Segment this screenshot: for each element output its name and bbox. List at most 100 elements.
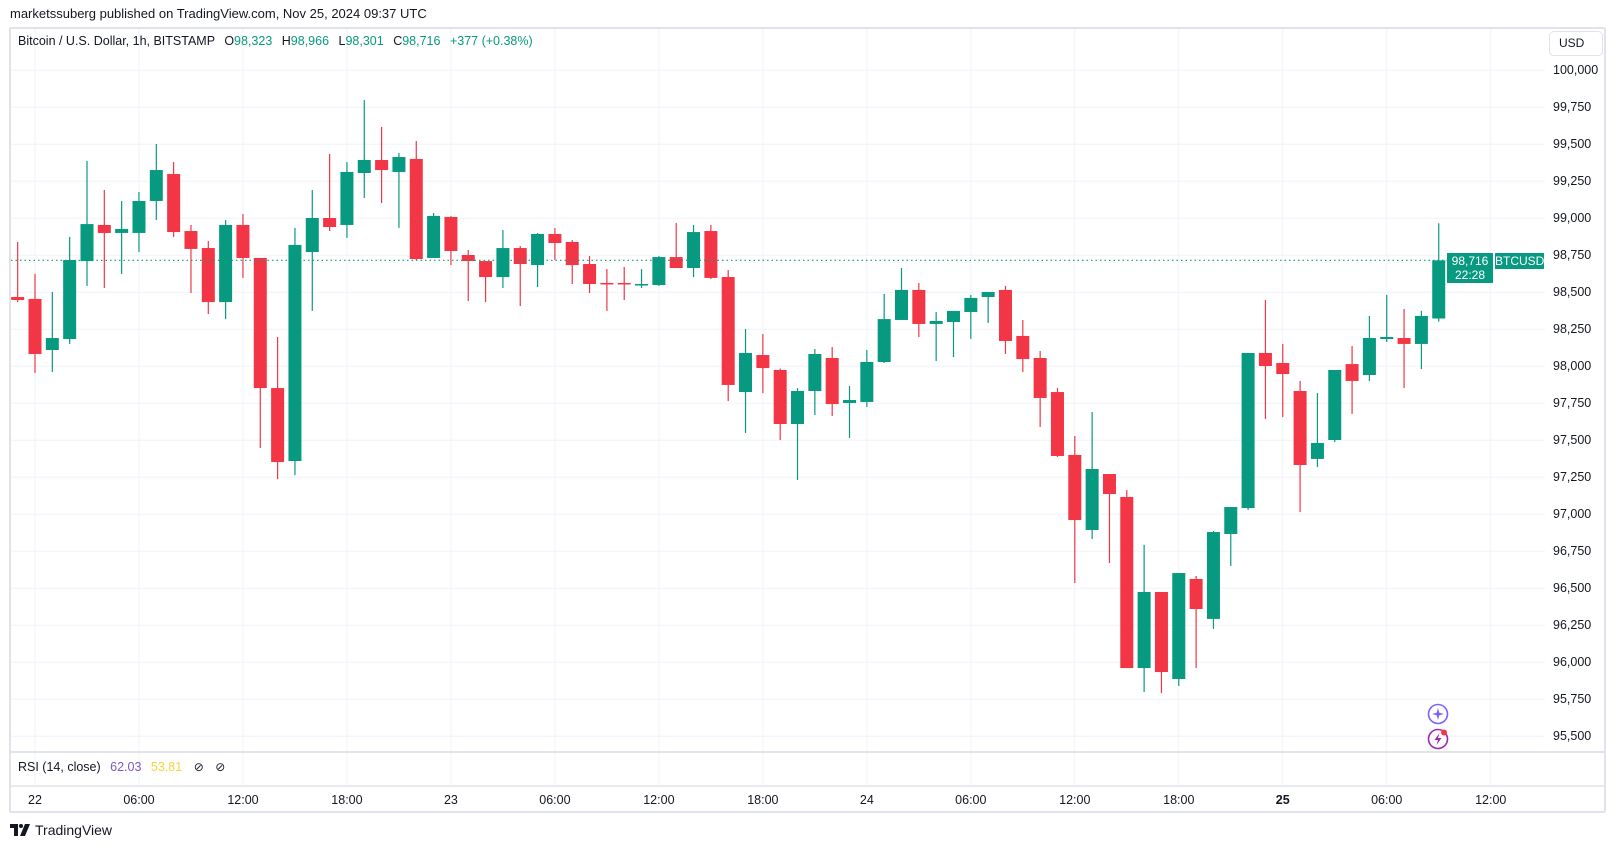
candle [1172,573,1186,686]
candle-body [583,264,597,285]
candle-body [80,224,94,262]
price-tick-label: 96,250 [1553,618,1592,633]
lightning-alert-icon[interactable] [1427,728,1449,750]
candle [1432,223,1446,322]
candle [1276,343,1290,418]
pane-separators [11,751,1605,787]
candle-body [739,352,753,393]
candle [929,311,943,361]
time-tick-label: 12:00 [227,793,259,807]
candle [843,385,857,438]
candle [1380,294,1394,343]
candle [669,223,683,269]
candle-body [825,358,839,405]
candle [583,256,597,294]
price-tick-label: 98,250 [1553,322,1592,337]
candle-body [877,319,891,362]
candle [513,245,527,307]
symbol-price-tag: BTCUSD [1495,253,1545,269]
candle [1414,310,1428,369]
candle [825,347,839,417]
candle-body [1189,578,1203,610]
candle [271,336,285,480]
candle [1016,319,1030,373]
candle-body [652,257,666,286]
candle-body [721,277,735,385]
candle-body [1120,496,1134,669]
candle-body [392,157,406,172]
candles [11,100,1446,694]
candle-body [600,282,614,285]
candle [392,153,406,228]
candle [288,227,302,476]
candle-body [288,244,302,462]
candle [1120,490,1134,669]
time-tick-label: 06:00 [955,793,987,807]
candle-body [1345,364,1359,381]
candle-body [340,171,354,225]
candle [496,229,510,289]
candle-body [11,297,25,300]
price-tick-label: 96,000 [1553,655,1592,670]
candle [115,200,129,274]
symbol-title: Bitcoin / U.S. Dollar, 1h, BITSTAMP [18,34,215,48]
candle-body [427,215,441,258]
candle-body [1293,391,1307,466]
candle-body [946,310,960,323]
candle [45,291,59,373]
candle-body [1414,315,1428,344]
candle-body [115,228,129,233]
close-value: 98,716 [402,34,441,48]
candle [1328,369,1342,443]
candle-body [1206,532,1220,619]
candle-body [305,218,319,253]
candle [687,224,701,278]
candle [756,334,770,394]
time-tick-label: 24 [859,793,874,807]
price-tick-label: 100,000 [1553,63,1599,78]
candle-body [375,159,389,171]
candle [1293,380,1307,513]
sparkle-icon[interactable] [1427,703,1449,725]
price-tick-label: 97,250 [1553,470,1592,485]
candle-body [964,297,978,312]
candle [721,269,735,402]
candle [1397,309,1411,389]
candle [253,257,267,448]
tradingview-logo[interactable]: TradingView [10,822,112,838]
candle [895,268,908,320]
candle [149,144,163,221]
price-tick-label: 97,750 [1553,396,1592,411]
candle [1258,299,1272,419]
candle [11,241,25,303]
time-tick-label: 22 [28,793,42,807]
candle-body [201,248,215,303]
candle-body [860,361,874,402]
candle [28,273,42,373]
candle [1206,531,1220,629]
candle-body [1362,338,1376,376]
rsi-legend[interactable]: RSI (14, close) 62.03 53.81 ⊘ ⊘ [18,760,225,774]
high-label: H [281,34,291,48]
close-label: C [393,34,403,48]
candle-body [669,257,683,269]
candle [565,240,579,285]
candle [981,291,995,323]
candle-body [1154,591,1168,673]
candle [1137,544,1151,693]
candle-body [791,391,805,425]
time-tick-label: 25 [1275,793,1290,807]
candle-body [981,291,995,298]
candle [548,228,562,261]
candle-body [132,200,146,233]
candle [1068,435,1082,583]
time-tick-label: 12:00 [1059,793,1091,807]
candle [739,328,753,434]
candle [946,310,960,357]
candle-body [1380,336,1394,340]
price-tick-label: 95,500 [1553,729,1592,744]
candle-body [1432,260,1446,319]
candle [652,256,666,286]
currency-button[interactable]: USD [1549,31,1603,56]
